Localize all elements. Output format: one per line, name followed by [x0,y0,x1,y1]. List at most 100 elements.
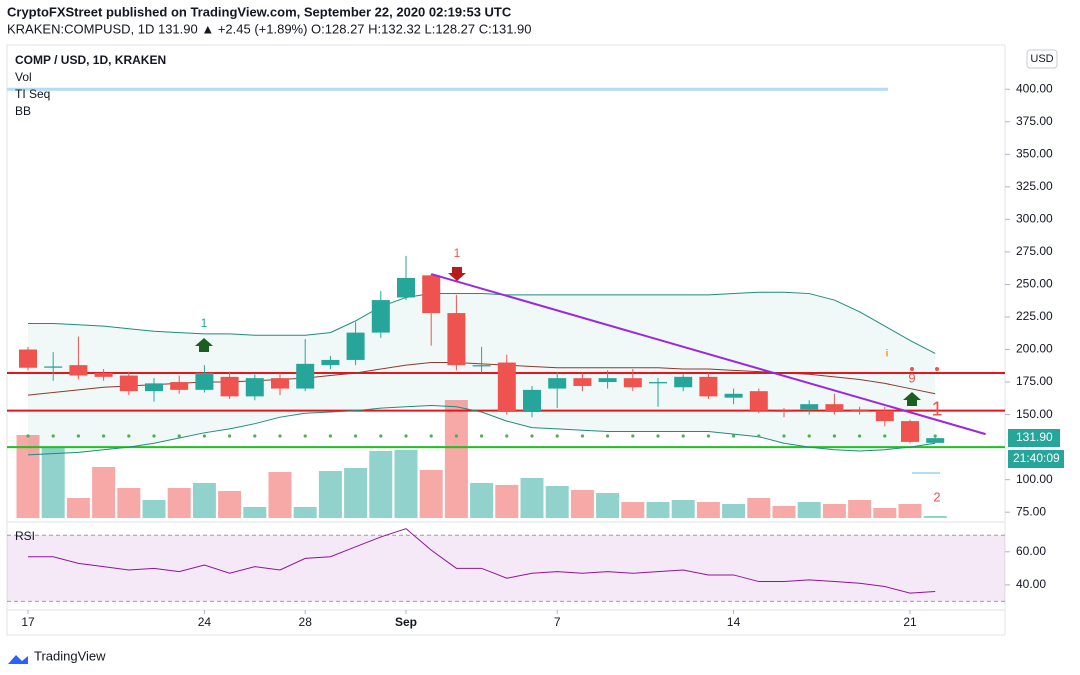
x-tick-label: Sep [395,615,417,629]
legend-item: Vol [15,70,32,84]
volume-bar [873,508,897,518]
y-tick-label: 150.00 [1016,407,1053,421]
td-annotation: 1 [454,246,461,260]
candle-body [623,378,642,388]
candle-body [296,363,315,389]
volume-bar [797,502,821,518]
seq-dot [706,434,711,438]
seq-dot [858,434,862,438]
volume-bar [293,507,317,518]
y-tick-label: 100.00 [1016,472,1053,486]
candle-body [850,409,869,411]
currency-box[interactable] [1026,49,1058,69]
candle-body [523,389,541,412]
candle-body [94,372,113,377]
countdown: 21:40:09 [1013,451,1060,465]
candle-body [598,378,617,383]
pane-border [6,44,1006,636]
volume-bar [344,468,368,518]
td-annotation: 2 [933,489,940,504]
y-tick-label: 275.00 [1016,244,1053,258]
seq-dot [505,434,509,438]
seq-dot [152,434,156,438]
candle-body [422,275,441,314]
publisher: CryptoFXStreet published on TradingView.… [7,4,512,19]
x-tick-label: 14 [727,615,741,629]
candle-body [901,421,919,442]
seq-dot [530,434,534,438]
down-arrow [448,267,466,281]
candle-body [119,375,138,392]
td-annotation: 1 [201,316,208,330]
legend-item: BB [15,104,31,118]
volume-bar [722,504,746,518]
candle-body [195,372,214,390]
candle-body [472,365,491,367]
up-arrow [195,338,213,352]
symbol-line: KRAKEN:COMPUSD, 1D 131.90 ▲ +2.45 (+1.89… [7,21,532,36]
volume-bar [218,491,242,518]
y-tick-label: 375.00 [1016,114,1053,128]
seq-dot [555,434,559,438]
volume-bar [444,400,468,518]
seq-dot [404,434,408,438]
volume-bar [570,490,594,518]
candle-body [271,378,289,389]
candle-body [775,410,793,412]
volume-bar [16,435,40,518]
y-tick-label: 175.00 [1016,374,1053,388]
candle-body [170,382,189,390]
volume-bar [41,447,65,518]
volume-bar [621,502,645,518]
rsi-band [7,535,1005,602]
candle-body [346,332,365,360]
seq-dot [580,434,585,438]
seq-dot [606,434,610,438]
seq-dot [681,434,685,438]
volume-bar [696,502,720,518]
volume-bar [646,502,670,518]
volume-bar [545,486,569,518]
seq-dot [51,434,55,438]
seq-dot [76,434,80,438]
seq-dot [631,434,635,438]
volume-bar [117,488,141,518]
seq-dot [656,434,660,438]
candle-body [497,362,516,412]
volume-bar [923,516,947,518]
y-tick-label: 350.00 [1016,146,1053,160]
td-annotation: 9 [908,370,915,385]
legend-item: TI Seq [15,87,50,101]
candle-body [371,300,390,333]
volume-bar [470,483,494,518]
marker-dot [935,367,939,371]
x-tick-label: 24 [198,615,212,629]
seq-dot [883,434,887,438]
td-annotation: 1 [931,398,942,420]
seq-dot [253,434,257,438]
volume-bar [268,472,292,518]
volume-bar [66,498,90,518]
volume-bar [747,498,771,518]
candle-body [749,391,768,411]
seq-dot [429,434,433,438]
volume-bar [243,507,267,518]
seq-dot [303,434,307,438]
volume-bar [596,493,620,518]
bb-upper [28,291,936,354]
candle-body [69,365,88,376]
volume-bar [167,488,191,518]
up-arrow [903,392,921,406]
candle-body [649,382,667,384]
candle-body [19,349,37,368]
seq-dot [278,434,282,438]
seq-dot [102,434,106,438]
x-tick-label: 7 [554,615,561,629]
candle-body [145,383,163,392]
seq-dot [782,434,786,438]
candle-body [321,359,340,366]
plot: 75.00 100.00 150.00 175.00 200.00 225.00 250.0… [7,49,1053,629]
candle-body [397,277,415,298]
volume-bar [671,500,695,518]
